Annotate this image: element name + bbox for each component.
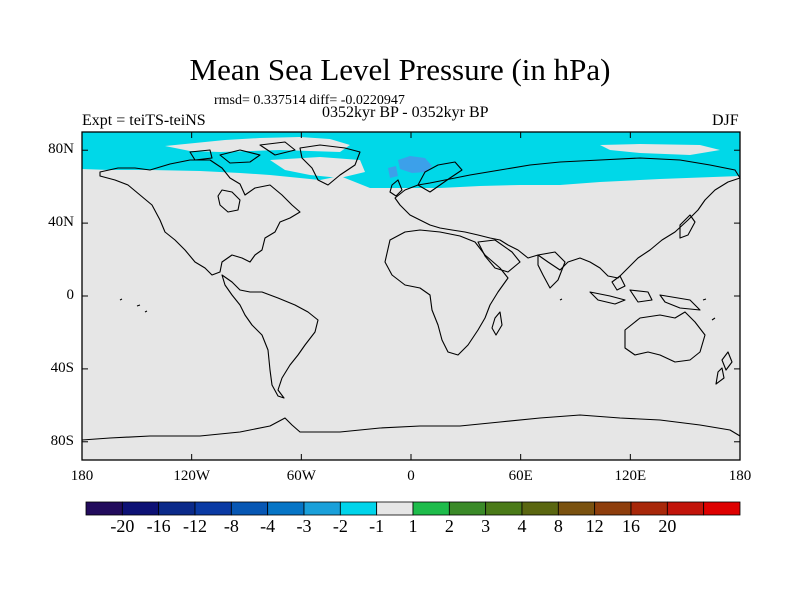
y-tick-label: 80N xyxy=(48,141,74,158)
colorbar-swatch xyxy=(412,501,450,516)
y-tick-label: 40S xyxy=(50,359,74,376)
colorbar-label: 4 xyxy=(517,516,527,536)
experiment-label: Expt = teiTS-teiNS xyxy=(82,112,206,129)
colorbar-swatch xyxy=(630,501,668,516)
coast-india xyxy=(537,251,566,289)
colorbar-label: 3 xyxy=(481,516,491,536)
coast-small-islands xyxy=(119,298,716,321)
arctic-deeper-patch xyxy=(388,166,398,178)
coast-hudson-bay xyxy=(217,189,241,213)
colorbar-label: -3 xyxy=(296,516,312,536)
colorbar xyxy=(85,501,741,516)
colorbar-label: 1 xyxy=(408,516,418,536)
arctic-deeper-patch xyxy=(398,156,432,173)
colorbar-swatch xyxy=(230,501,269,516)
coastlines xyxy=(81,141,741,441)
colorbar-label: 16 xyxy=(622,516,640,536)
map-title: Mean Sea Level Pressure (in hPa) xyxy=(189,52,611,87)
colorbar-label: -12 xyxy=(183,516,207,536)
colorbar-label: -2 xyxy=(332,516,348,536)
y-tick-label: 0 xyxy=(66,287,75,303)
colorbar-label: 2 xyxy=(444,516,454,536)
y-tick-label: 40N xyxy=(48,214,74,231)
x-tick-label: 0 xyxy=(407,468,415,484)
coast-scandinavia xyxy=(417,161,463,193)
coast-antarctica xyxy=(81,414,741,441)
coast-arctic-islands xyxy=(189,141,296,164)
y-tick-label: 80S xyxy=(50,432,74,449)
coast-north-america xyxy=(99,159,301,276)
colorbar-label: -20 xyxy=(110,516,135,536)
colorbar-label: -8 xyxy=(223,516,239,536)
arctic-light-pocket xyxy=(165,137,350,152)
colorbar-swatch xyxy=(448,501,487,516)
colorbar-swatch xyxy=(121,501,160,516)
colorbar-swatch xyxy=(267,501,305,516)
colorbar-label: -4 xyxy=(260,516,276,536)
coast-greenland xyxy=(299,144,361,186)
coast-africa xyxy=(384,229,509,356)
coast-australia xyxy=(624,311,706,363)
coast-new-zealand xyxy=(715,351,733,385)
arctic-light-pocket xyxy=(270,157,365,178)
colorbar-label: -16 xyxy=(146,516,171,536)
x-tick-label: 180 xyxy=(70,468,94,484)
colorbar-swatch xyxy=(303,501,341,516)
colorbar-swatch xyxy=(339,501,378,516)
coast-british-isles xyxy=(389,179,403,197)
colorbar-label: 12 xyxy=(585,516,604,536)
x-tick-label: 60W xyxy=(286,468,316,484)
colorbar-label: 20 xyxy=(658,516,677,536)
colorbar-swatch xyxy=(376,501,414,516)
coast-indonesia xyxy=(589,275,701,311)
period-label: 0352kyr BP - 0352kyr BP xyxy=(322,104,489,121)
coast-japan xyxy=(679,214,696,239)
stats-text: rmsd= 0.337514 diff= -0.0220947 xyxy=(214,93,405,108)
arctic-light-pocket xyxy=(600,144,720,155)
coast-eurasia xyxy=(394,157,741,279)
colorbar-label: 8 xyxy=(553,516,563,536)
colorbar-swatch xyxy=(158,501,196,516)
colorbar-label: -1 xyxy=(369,516,385,536)
colorbar-swatch xyxy=(194,501,232,516)
season-label: DJF xyxy=(712,112,739,129)
coast-madagascar xyxy=(491,311,503,336)
x-tick-label: 120W xyxy=(173,468,210,484)
colorbar-swatch xyxy=(666,501,705,516)
axis-ticks xyxy=(81,132,741,460)
x-tick-label: 60E xyxy=(508,468,533,484)
x-tick-label: 120E xyxy=(614,468,647,484)
colorbar-swatch xyxy=(703,501,741,516)
colorbar-swatch xyxy=(85,501,123,516)
coast-south-america xyxy=(221,274,319,399)
x-tick-label: 180 xyxy=(728,468,752,484)
colorbar-swatch xyxy=(594,501,632,516)
colorbar-swatch xyxy=(521,501,559,516)
colorbar-swatch xyxy=(485,501,523,516)
colorbar-swatch xyxy=(557,501,596,516)
coast-arabia xyxy=(477,239,521,273)
